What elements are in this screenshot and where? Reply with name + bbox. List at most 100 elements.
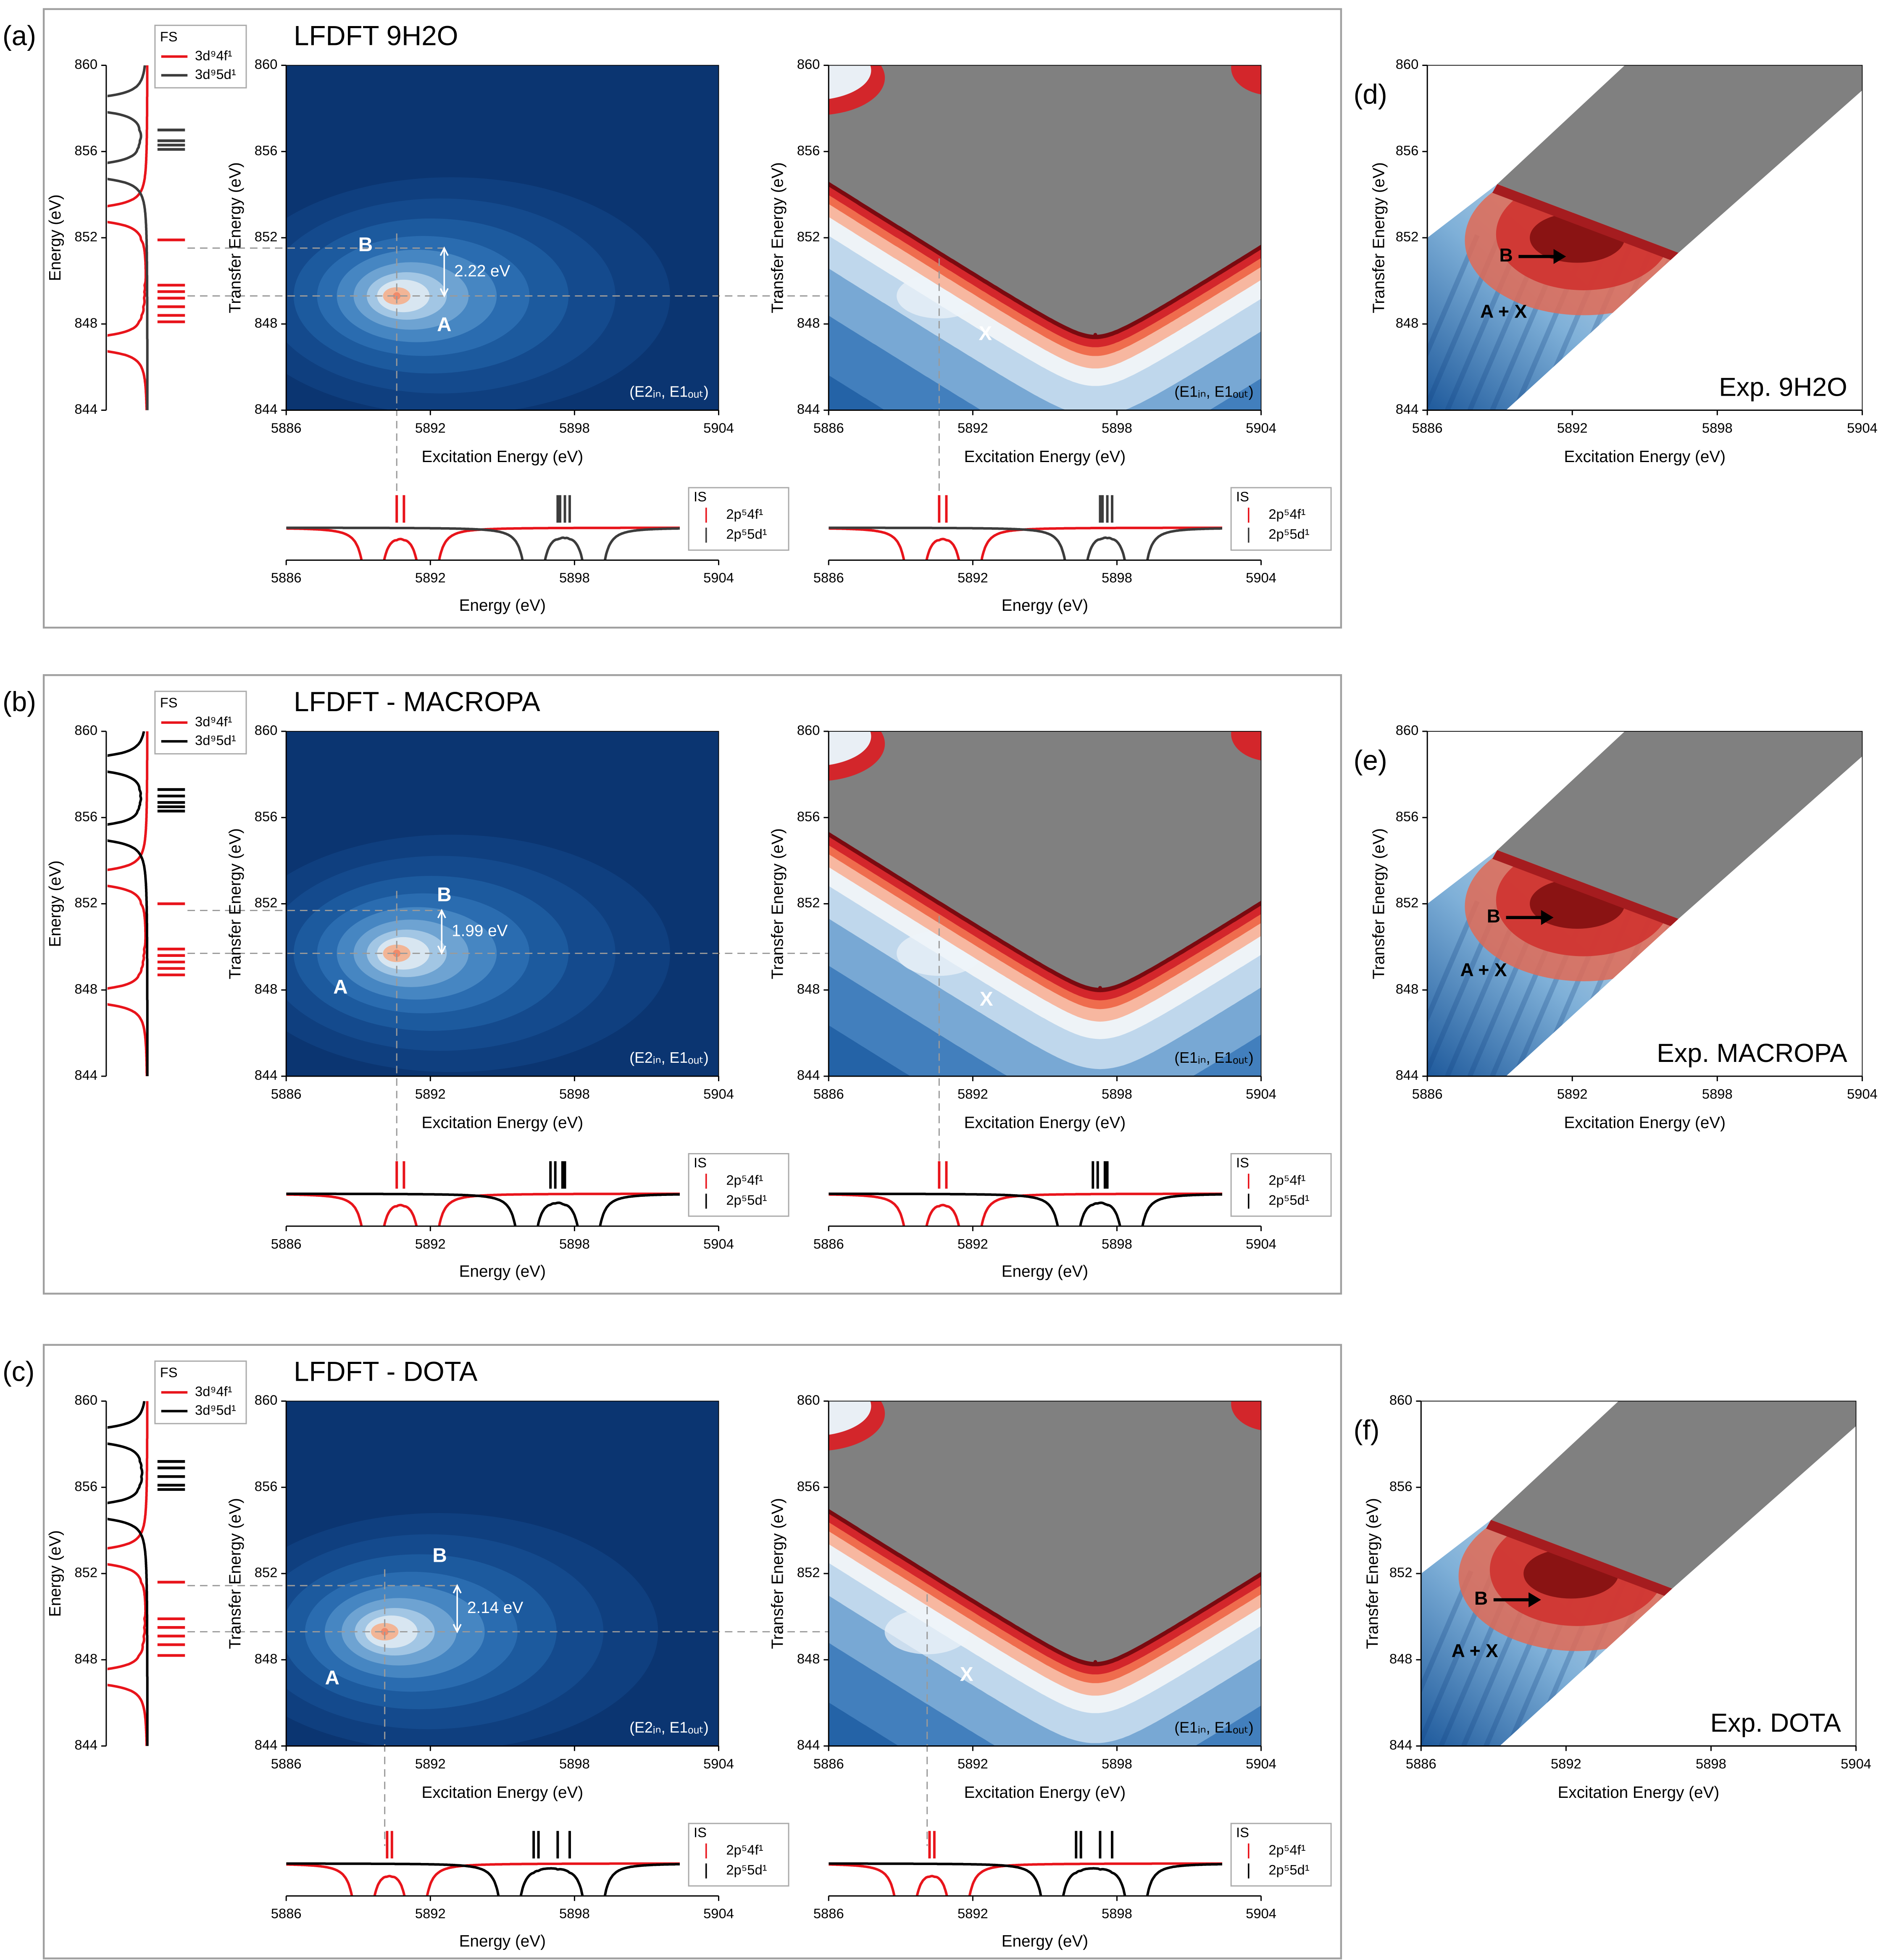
valley bbox=[1093, 1660, 1097, 1664]
y-tick-label: 856 bbox=[74, 809, 97, 824]
row-title: LFDFT - DOTA bbox=[294, 1356, 478, 1387]
exp-title: Exp. DOTA bbox=[1710, 1708, 1842, 1737]
x-axis-label: Energy (eV) bbox=[1002, 1262, 1088, 1280]
x-tick-label: 5904 bbox=[1847, 1086, 1878, 1101]
heatmap-band bbox=[829, 1508, 1261, 1666]
x-tick-label: 5886 bbox=[813, 1236, 844, 1251]
fs-curve bbox=[107, 731, 149, 1077]
fs-curve bbox=[107, 1401, 149, 1746]
y-axis-label: Transfer Energy (eV) bbox=[768, 1498, 787, 1649]
arrow-head bbox=[1541, 910, 1554, 925]
y-axis-label: Transfer Energy (eV) bbox=[1370, 162, 1388, 313]
heatmap-band bbox=[829, 1523, 1261, 1696]
valley bbox=[1098, 986, 1102, 990]
x-tick-label: 5898 bbox=[1702, 1086, 1733, 1101]
y-tick-label: 852 bbox=[1389, 1565, 1413, 1580]
y-tick-label: 848 bbox=[74, 315, 97, 331]
y-tick-label: 856 bbox=[255, 809, 278, 824]
x-tick-label: 5904 bbox=[703, 1086, 734, 1101]
y-axis-label: Transfer Energy (eV) bbox=[226, 828, 244, 979]
corner-label: (E2ᵢₙ, E1ₒᵤₜ) bbox=[629, 383, 708, 400]
y-tick-label: 844 bbox=[797, 1737, 820, 1752]
y-tick-label: 848 bbox=[255, 981, 278, 996]
corner-label: (E1ᵢₙ, E1ₒᵤₜ) bbox=[1174, 383, 1253, 400]
x-tick-label: 5892 bbox=[415, 1756, 446, 1771]
y-tick-label: 844 bbox=[255, 1737, 278, 1752]
x-tick-label: 5904 bbox=[1246, 1906, 1276, 1921]
exp-label: B bbox=[1499, 245, 1513, 265]
y-tick-label: 856 bbox=[74, 142, 97, 158]
x-tick-label: 5892 bbox=[1557, 1086, 1588, 1101]
heatmap-band bbox=[829, 180, 1261, 339]
legend-box bbox=[688, 1823, 789, 1887]
feature-label: X bbox=[979, 322, 992, 344]
y-axis-label: Energy (eV) bbox=[46, 194, 64, 281]
y-tick-label: 848 bbox=[255, 1651, 278, 1666]
arrow-head bbox=[437, 909, 446, 955]
y-tick-label: 844 bbox=[255, 1067, 278, 1083]
peak-label: A bbox=[325, 1667, 339, 1689]
exp-label: A + X bbox=[1480, 301, 1527, 322]
y-tick-label: 856 bbox=[255, 142, 278, 158]
x-tick-label: 5898 bbox=[559, 1906, 590, 1921]
legend-title: IS bbox=[694, 1824, 707, 1840]
legend-box bbox=[1230, 1823, 1332, 1887]
y-tick-label: 852 bbox=[1396, 895, 1419, 910]
legend-label: 2p⁵4f¹ bbox=[726, 506, 763, 522]
y-tick-label: 856 bbox=[797, 809, 820, 824]
peak-label: A bbox=[437, 314, 451, 336]
y-tick-label: 844 bbox=[797, 1067, 820, 1083]
exp-texture bbox=[1427, 234, 1480, 410]
y-tick-label: 860 bbox=[797, 56, 820, 72]
y-tick-label: 848 bbox=[1396, 981, 1419, 996]
legend-label: 3d⁹5d¹ bbox=[195, 732, 236, 748]
x-tick-label: 5886 bbox=[271, 1086, 302, 1101]
y-axis-label: Energy (eV) bbox=[46, 1530, 64, 1617]
legend-box bbox=[1230, 1153, 1332, 1217]
x-tick-label: 5898 bbox=[1102, 1236, 1132, 1251]
x-tick-label: 5892 bbox=[415, 570, 446, 586]
corner-label: (E2ᵢₙ, E1ₒᵤₜ) bbox=[629, 1049, 708, 1066]
heatmap-corner bbox=[1231, 731, 1261, 761]
saturated-region bbox=[1497, 65, 1863, 253]
legend-title: IS bbox=[694, 489, 707, 504]
x-tick-label: 5886 bbox=[813, 420, 844, 436]
x-tick-label: 5892 bbox=[415, 1906, 446, 1921]
arrow-head bbox=[452, 1584, 462, 1634]
x-tick-label: 5898 bbox=[1702, 420, 1733, 436]
y-axis-label: Transfer Energy (eV) bbox=[768, 162, 787, 313]
heatmap-corner bbox=[829, 1401, 871, 1435]
legend-box bbox=[1230, 487, 1332, 551]
y-tick-label: 848 bbox=[1389, 1651, 1413, 1666]
x-tick-label: 5886 bbox=[271, 420, 302, 436]
y-tick-label: 860 bbox=[74, 1392, 97, 1408]
y-tick-label: 844 bbox=[74, 1737, 97, 1752]
panel-label: (c) bbox=[3, 1356, 34, 1387]
y-tick-label: 860 bbox=[1389, 1392, 1413, 1408]
x-tick-label: 5892 bbox=[958, 1236, 988, 1251]
legend-title: FS bbox=[160, 695, 178, 710]
y-tick-label: 856 bbox=[1396, 809, 1419, 824]
y-tick-label: 856 bbox=[797, 142, 820, 158]
legend-label: 2p⁵5d¹ bbox=[726, 1862, 767, 1878]
heatmap-band bbox=[829, 839, 1261, 1009]
legend-label: 3d⁹4f¹ bbox=[195, 47, 232, 63]
y-tick-label: 848 bbox=[74, 981, 97, 996]
corner-label: (E2ᵢₙ, E1ₒᵤₜ) bbox=[629, 1719, 708, 1736]
heatmap-corner bbox=[829, 65, 871, 99]
legend-label: 2p⁵5d¹ bbox=[726, 526, 767, 542]
legend-title: IS bbox=[694, 1155, 707, 1170]
y-tick-label: 856 bbox=[1396, 142, 1419, 158]
panel-label: (f) bbox=[1354, 1415, 1380, 1445]
x-axis-label: Energy (eV) bbox=[1002, 1932, 1088, 1950]
exp-title: Exp. 9H2O bbox=[1719, 372, 1847, 402]
x-tick-label: 5898 bbox=[559, 420, 590, 436]
fs-curve bbox=[107, 65, 149, 410]
y-tick-label: 848 bbox=[797, 981, 820, 996]
heatmap-band bbox=[829, 1510, 1261, 1675]
legend-label: 2p⁵4f¹ bbox=[726, 1842, 763, 1858]
fs-curve bbox=[107, 65, 149, 410]
x-axis-label: Excitation Energy (eV) bbox=[1564, 448, 1726, 466]
x-tick-label: 5904 bbox=[1841, 1756, 1871, 1771]
fs-curve bbox=[107, 731, 149, 1077]
